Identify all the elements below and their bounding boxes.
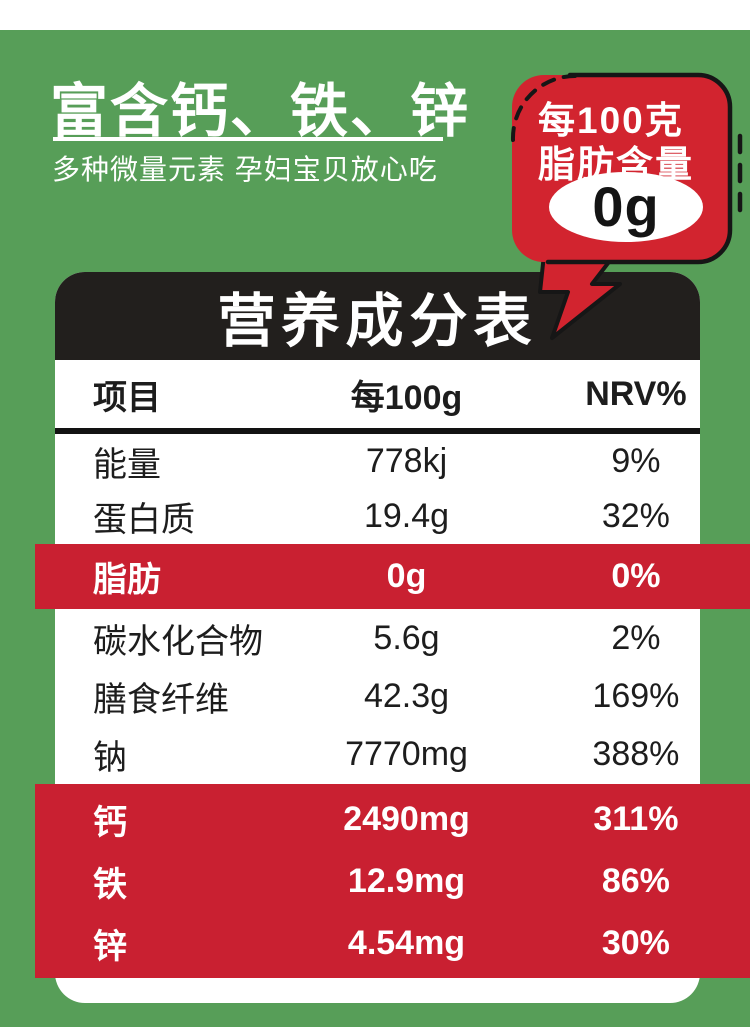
speech-bubble-outline xyxy=(545,72,733,265)
table-row-protein: 蛋白质 19.4g 32% xyxy=(55,489,700,544)
row-nrv: 32% xyxy=(601,497,670,535)
row-label: 钠 xyxy=(93,739,127,777)
fat-content-badge: 每100克 脂肪含量 0g xyxy=(500,60,750,355)
table-row-zinc-highlighted: 锌 4.54mg 30% xyxy=(55,912,700,974)
row-label: 锌 xyxy=(93,927,127,966)
column-header-per100g: 每100g xyxy=(350,378,463,417)
table-header-row: 项目 每100g NRV% xyxy=(55,360,700,434)
mineral-highlight-block: 钙 2490mg 311% 铁 12.9mg 86% 锌 4.54mg 30% xyxy=(35,784,750,978)
row-value: 19.4g xyxy=(363,497,450,535)
row-value: 0g xyxy=(386,557,427,595)
hero-underline xyxy=(53,137,443,141)
table-row-calcium-highlighted: 钙 2490mg 311% xyxy=(55,788,700,850)
row-value: 7770mg xyxy=(345,735,468,773)
row-nrv: 0% xyxy=(611,557,661,595)
row-nrv: 2% xyxy=(611,618,661,657)
table-row-iron-highlighted: 铁 12.9mg 86% xyxy=(55,850,700,912)
value-ellipse xyxy=(549,172,703,242)
row-label: 膳食纤维 xyxy=(93,680,229,719)
table-row-fat-highlighted: 脂肪 0g 0% xyxy=(35,544,750,609)
table-row-dietary-fiber: 膳食纤维 42.3g 169% xyxy=(55,667,700,725)
row-nrv: 9% xyxy=(611,442,661,480)
nutrition-table-title: 营养成分表 xyxy=(217,289,538,354)
row-label: 钙 xyxy=(93,803,127,842)
row-nrv: 30% xyxy=(601,923,670,962)
badge-text-line1: 每100克 xyxy=(538,100,684,141)
column-header-nrv: NRV% xyxy=(585,374,687,413)
row-value: 42.3g xyxy=(363,676,450,715)
table-row-energy: 能量 778kj 9% xyxy=(55,434,700,489)
row-value: 12.9mg xyxy=(347,861,466,900)
row-label: 碳水化合物 xyxy=(93,622,263,661)
row-value: 778kj xyxy=(365,442,448,480)
row-label: 蛋白质 xyxy=(93,501,195,539)
row-value: 2490mg xyxy=(343,799,470,838)
row-value: 5.6g xyxy=(373,618,440,657)
row-label: 能量 xyxy=(93,446,161,484)
hero-subtitle: 多种微量元素 孕妇宝贝放心吃 xyxy=(52,154,438,185)
column-header-item: 项目 xyxy=(93,378,161,417)
row-label: 脂肪 xyxy=(93,561,161,599)
nutrition-card: 营养成分表 项目 每100g NRV% 能量 778kj 9% 蛋白质 19.4… xyxy=(35,272,750,1003)
nutrition-card-header: 营养成分表 xyxy=(55,272,700,360)
table-row-carbohydrate: 碳水化合物 5.6g 2% xyxy=(55,609,700,667)
hero-title: 富含钙、铁、锌 xyxy=(50,79,471,144)
dashed-arc-accent xyxy=(510,74,577,142)
row-nrv: 388% xyxy=(592,735,680,773)
row-nrv: 169% xyxy=(592,676,680,715)
row-nrv: 86% xyxy=(601,861,670,900)
row-nrv: 311% xyxy=(593,799,679,838)
speech-bubble-shape xyxy=(510,72,743,340)
table-row-sodium: 钠 7770mg 388% xyxy=(55,725,700,784)
badge-fat-value: 0g xyxy=(592,175,660,238)
row-value: 4.54mg xyxy=(347,923,466,962)
badge-text-line2: 脂肪含量 xyxy=(538,144,694,185)
row-label: 铁 xyxy=(93,865,127,904)
